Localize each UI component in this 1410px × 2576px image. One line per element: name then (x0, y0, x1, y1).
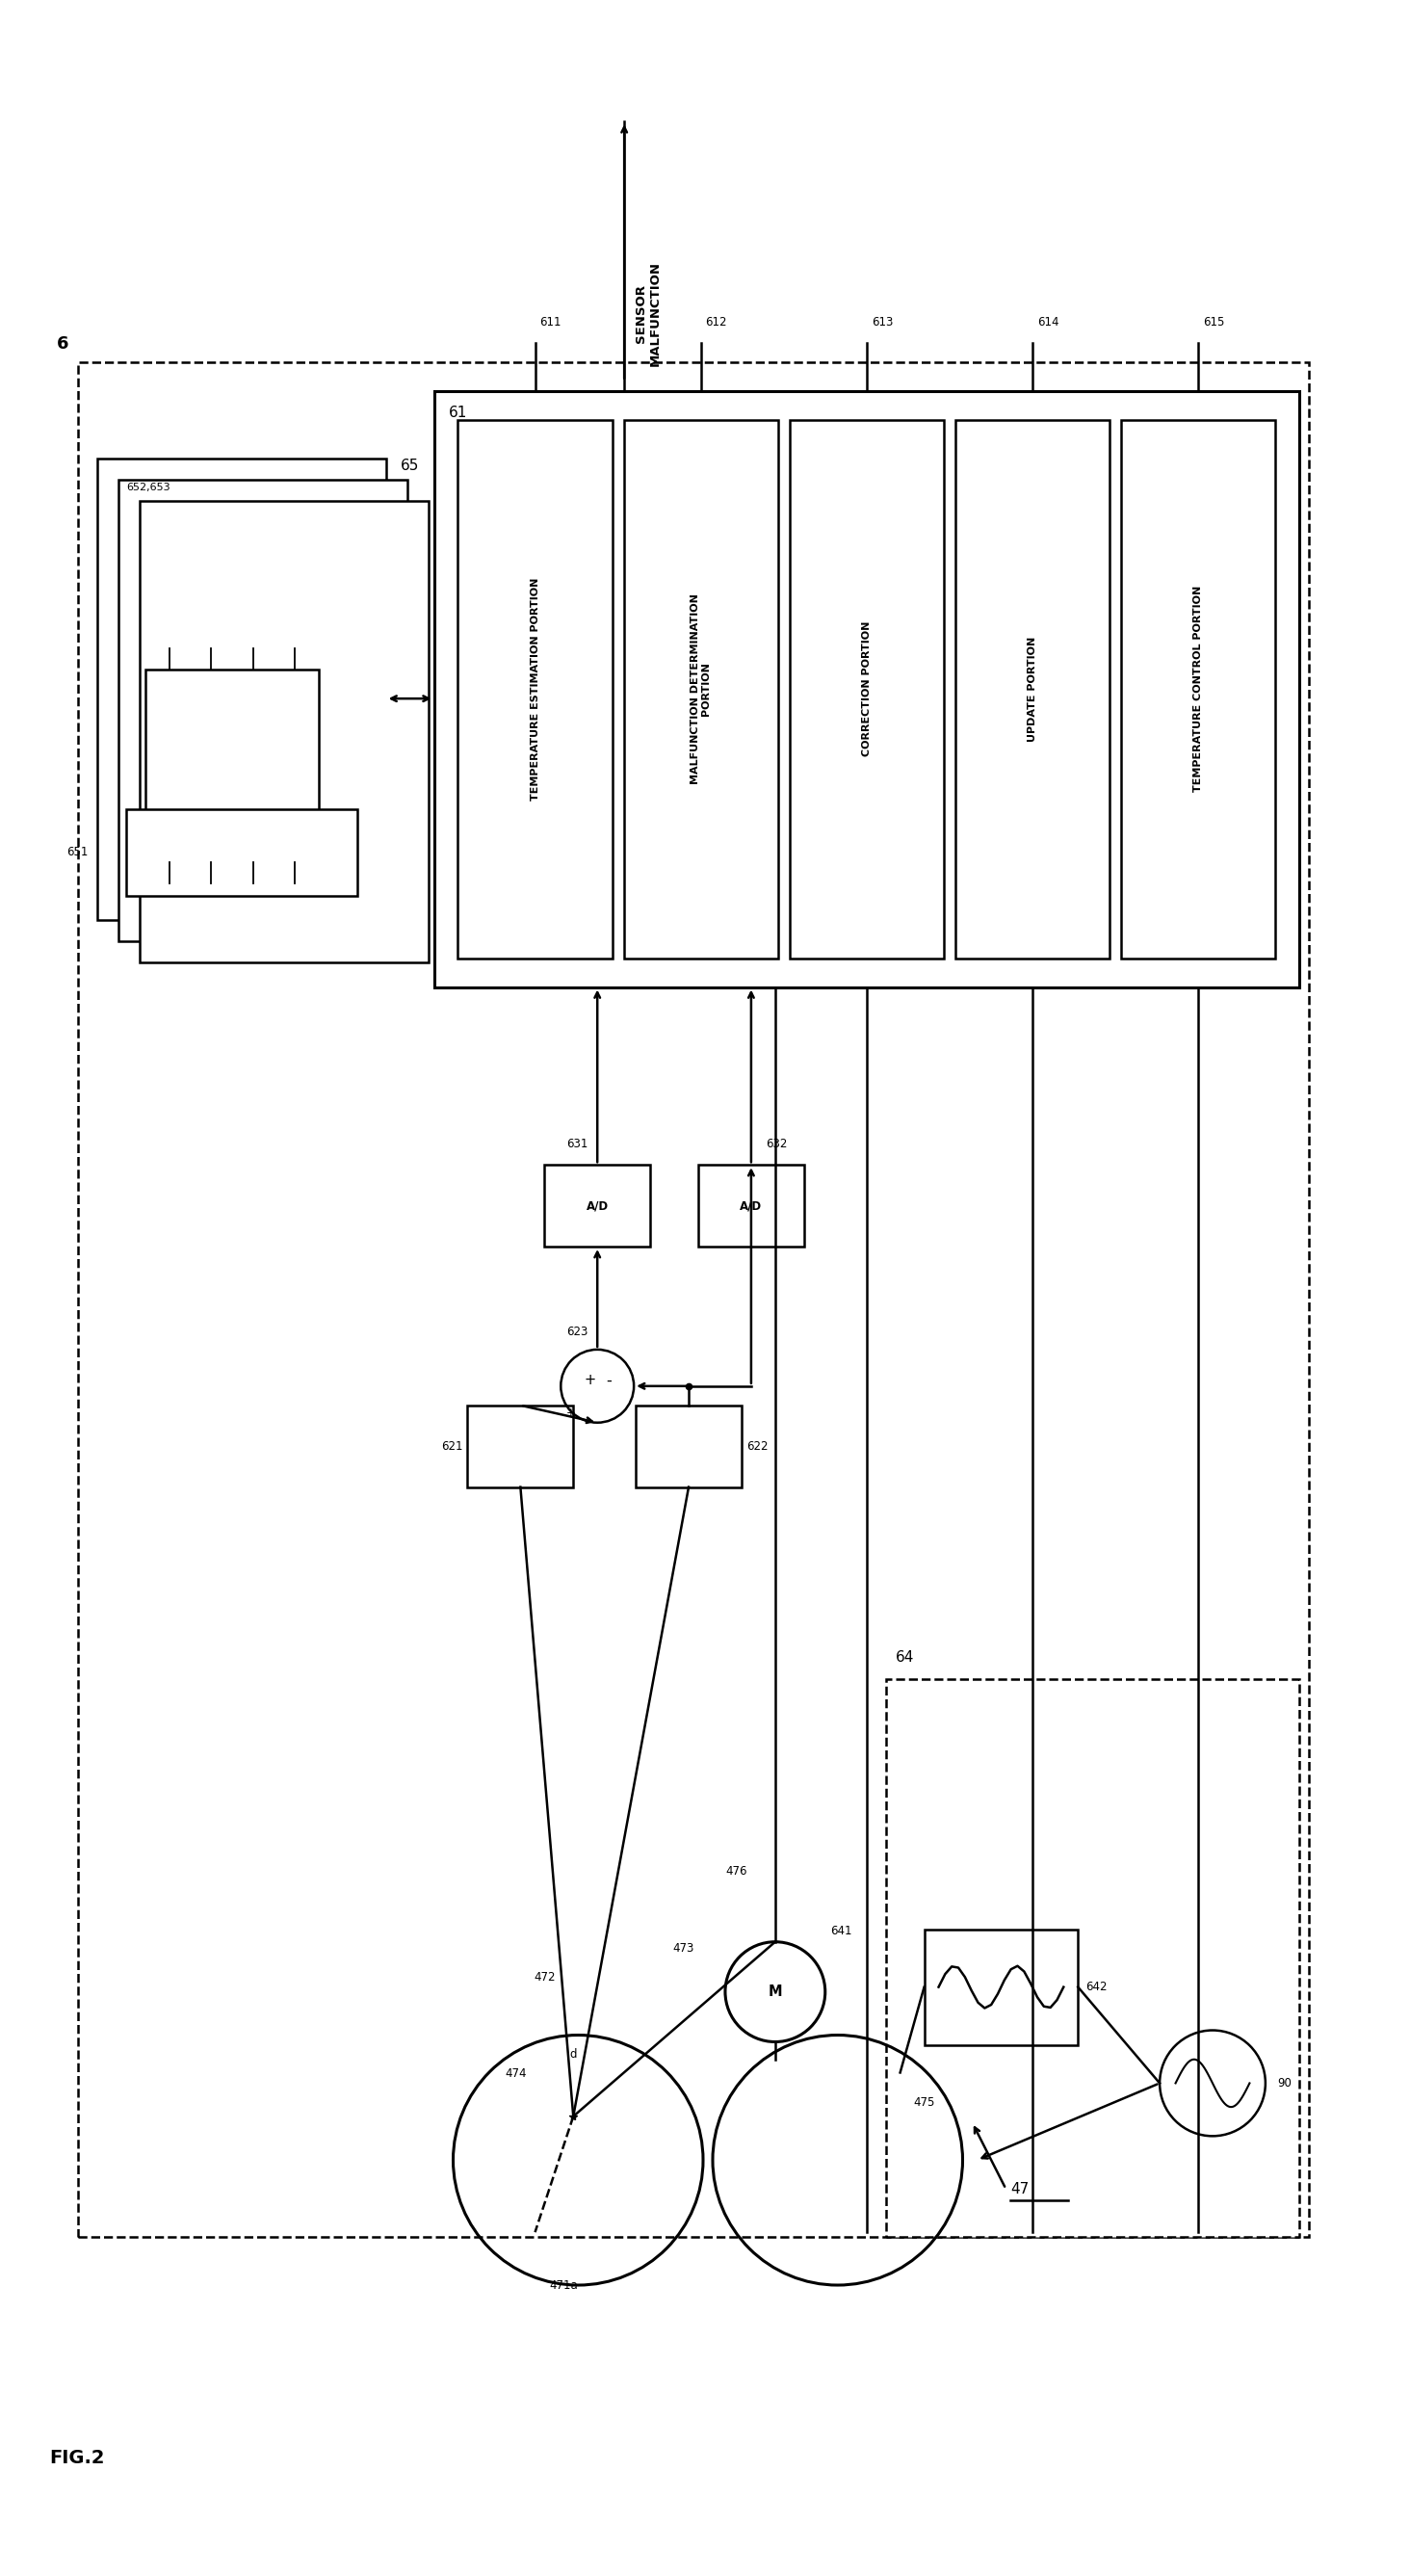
Bar (118, 479, 407, 940)
Bar (127, 809, 357, 896)
Text: A/D: A/D (740, 1200, 763, 1213)
Text: 61: 61 (448, 404, 467, 420)
Text: 472: 472 (533, 1971, 556, 1984)
Text: 615: 615 (1203, 317, 1224, 327)
Text: 614: 614 (1036, 317, 1059, 327)
Text: 6: 6 (56, 335, 69, 353)
Text: 47: 47 (1011, 2182, 1029, 2197)
Bar (458, 420, 612, 958)
Text: SENSOR
MALFUNCTION: SENSOR MALFUNCTION (635, 263, 661, 366)
Bar (790, 420, 943, 958)
Bar (434, 392, 1299, 987)
Text: M: M (768, 1984, 783, 1999)
Text: TEMPERATURE CONTROL PORTION: TEMPERATURE CONTROL PORTION (1193, 585, 1203, 793)
Bar (955, 420, 1110, 958)
Text: UPDATE PORTION: UPDATE PORTION (1028, 636, 1036, 742)
Text: 476: 476 (726, 1865, 747, 1878)
Bar (468, 1406, 574, 1486)
Bar (140, 500, 429, 961)
Text: 622: 622 (746, 1440, 768, 1453)
Bar (623, 420, 778, 958)
Text: 631: 631 (567, 1139, 588, 1151)
Bar (1121, 420, 1275, 958)
Text: 652,653: 652,653 (127, 482, 171, 492)
Text: 64: 64 (895, 1651, 914, 1664)
Bar (78, 363, 1308, 2236)
Text: A/D: A/D (587, 1200, 609, 1213)
Text: -: - (606, 1373, 612, 1388)
Text: CORRECTION PORTION: CORRECTION PORTION (862, 621, 871, 757)
Text: 475: 475 (914, 2097, 935, 2110)
Text: 632: 632 (766, 1139, 787, 1151)
Text: FIG.2: FIG.2 (49, 2450, 104, 2468)
Bar (885, 1680, 1299, 2236)
Text: 65: 65 (400, 459, 419, 471)
Text: 623: 623 (567, 1327, 588, 1337)
Text: 651: 651 (66, 845, 87, 858)
Text: 621: 621 (441, 1440, 462, 1453)
Bar (97, 459, 386, 920)
Text: 642: 642 (1086, 1981, 1107, 1994)
Text: 611: 611 (540, 317, 561, 327)
Text: MALFUNCTION DETERMINATION
PORTION: MALFUNCTION DETERMINATION PORTION (691, 592, 711, 783)
Text: TEMPERATURE ESTIMATION PORTION: TEMPERATURE ESTIMATION PORTION (530, 577, 540, 801)
Bar (924, 1929, 1079, 2045)
Text: 641: 641 (830, 1924, 852, 1937)
Text: 90: 90 (1277, 2076, 1292, 2089)
Bar (698, 1164, 804, 1247)
Text: 474: 474 (505, 2069, 526, 2079)
Text: 473: 473 (673, 1942, 695, 1955)
Text: 613: 613 (871, 317, 893, 327)
Bar (145, 670, 319, 863)
Text: +: + (565, 1406, 575, 1419)
Bar (636, 1406, 742, 1486)
Text: 612: 612 (705, 317, 728, 327)
Text: d: d (570, 2048, 577, 2061)
Text: 471a: 471a (550, 2280, 578, 2293)
Bar (544, 1164, 650, 1247)
Text: +: + (584, 1373, 595, 1388)
